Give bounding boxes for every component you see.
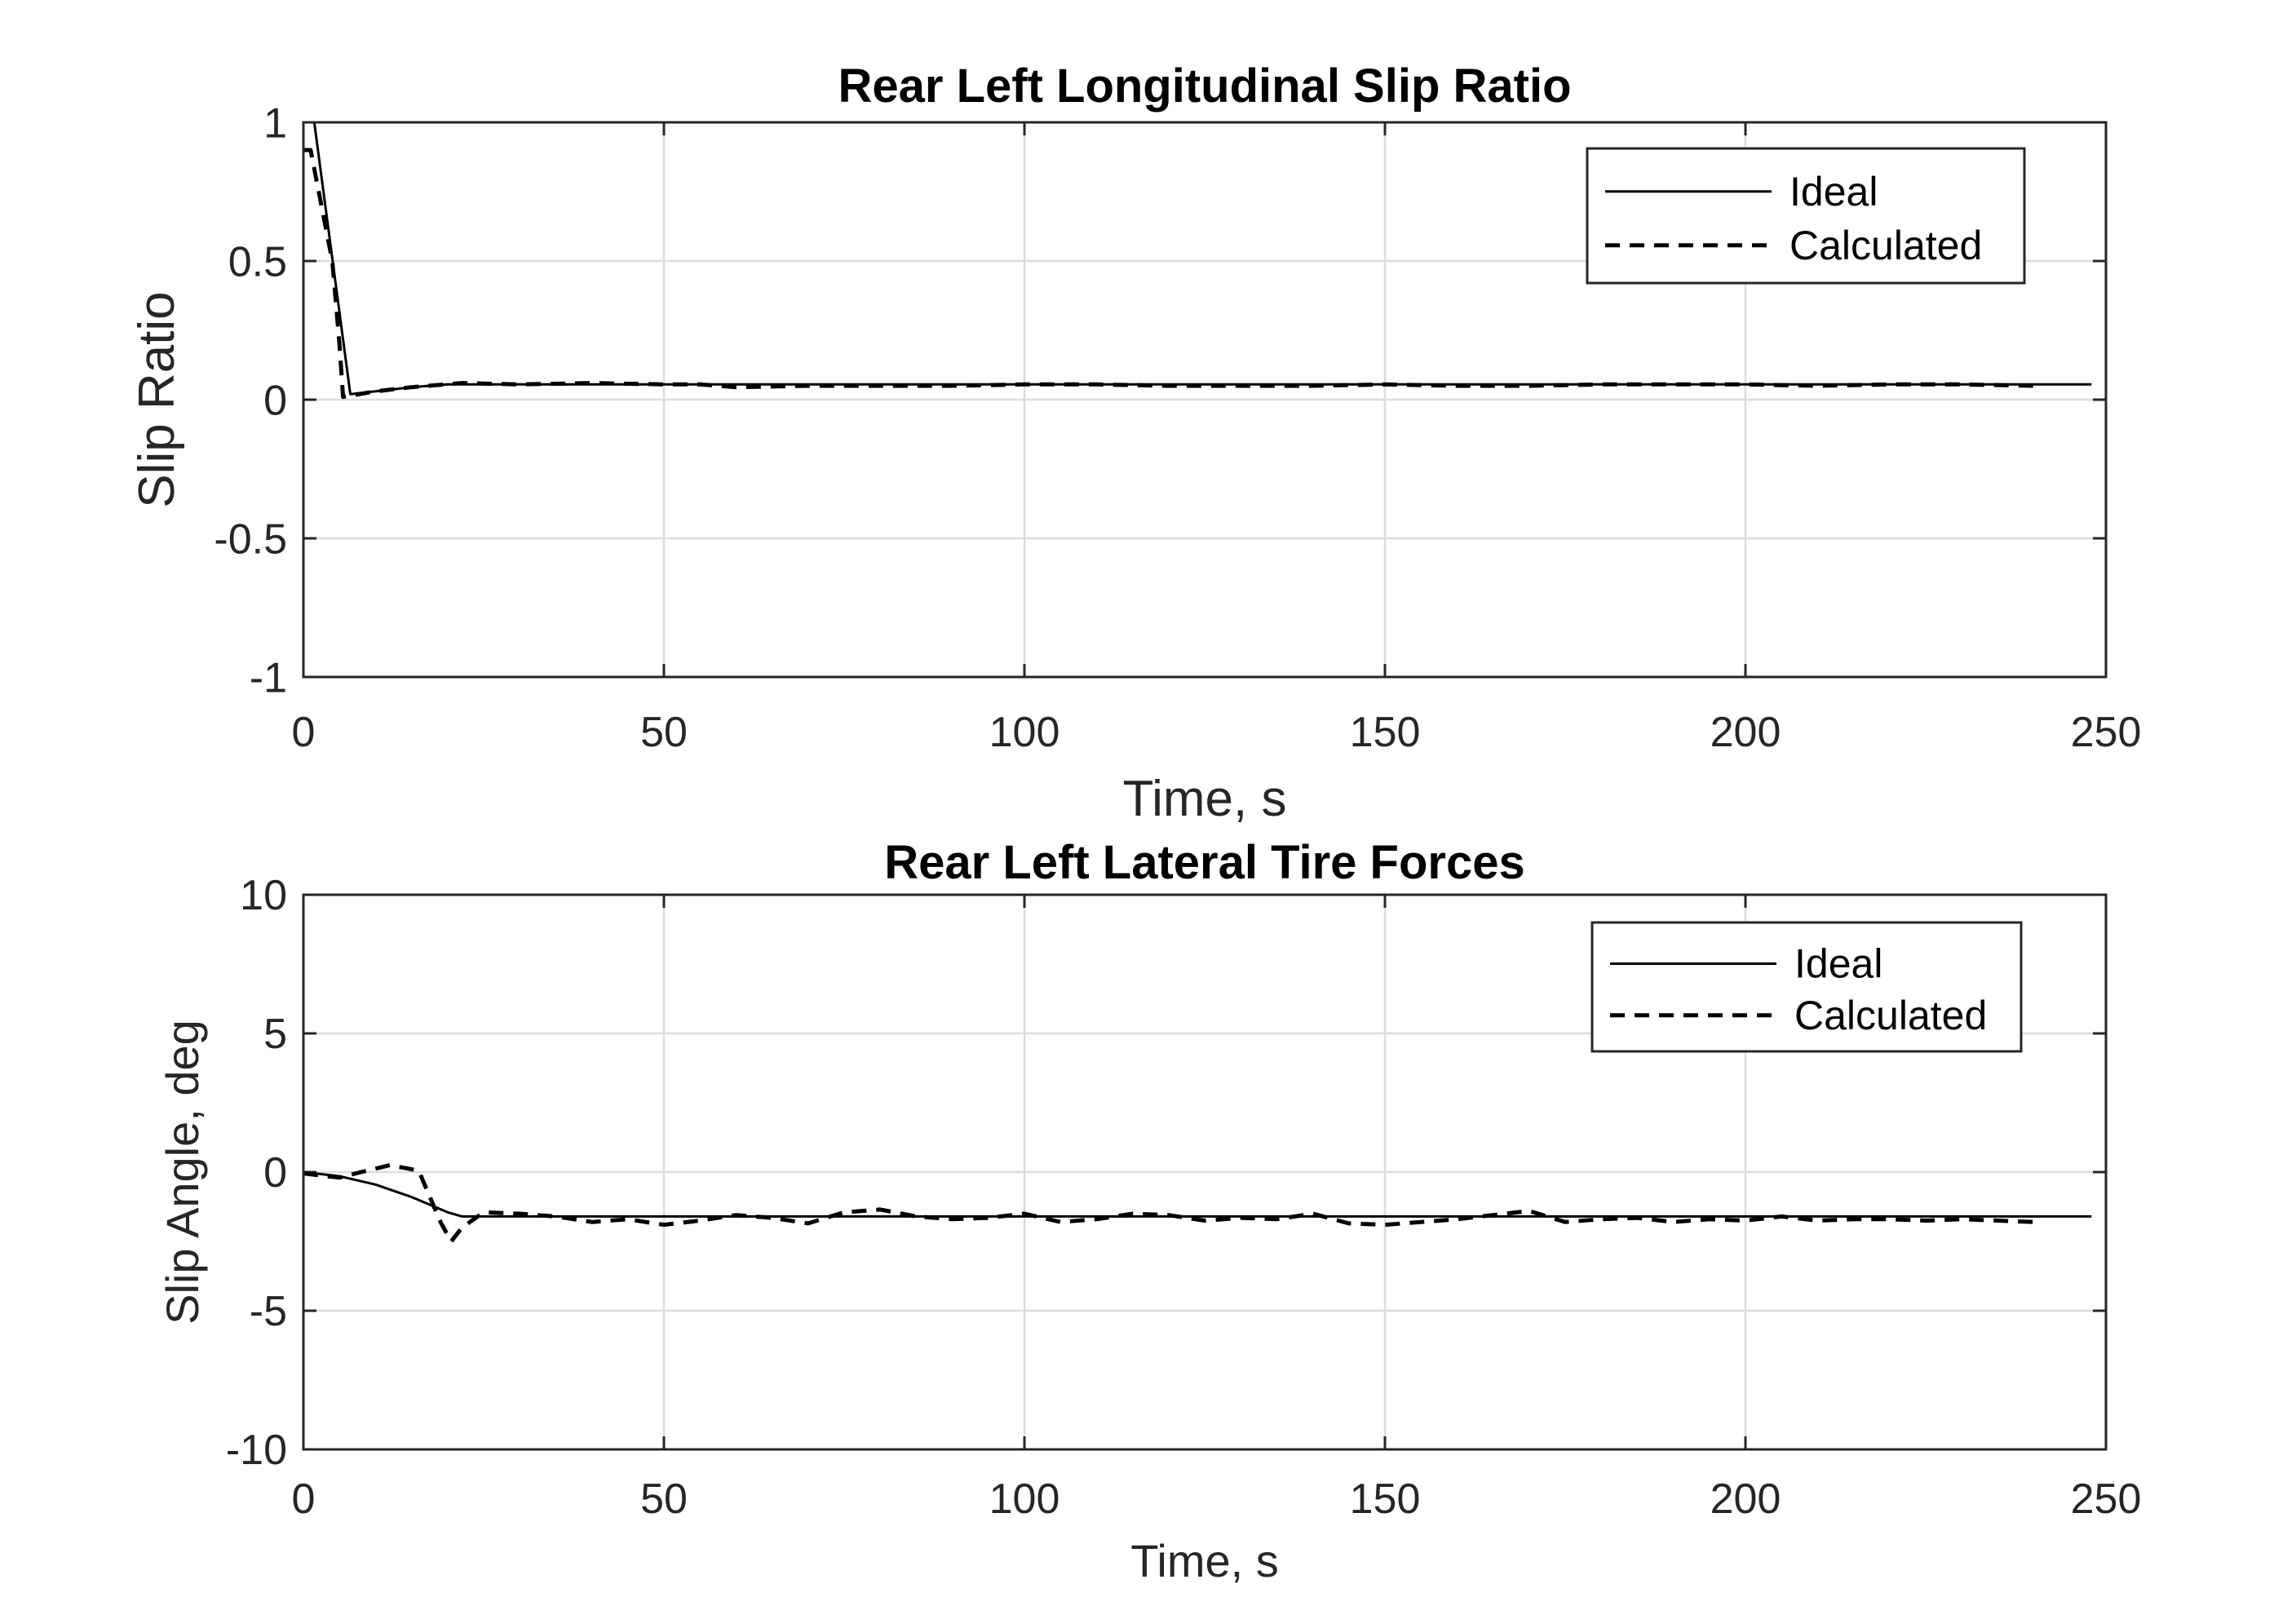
x-tick-label: 100 [989, 1475, 1060, 1523]
x-tick-label: 0 [292, 709, 316, 756]
series-lines [303, 1163, 2092, 1244]
legend-label-ideal: Ideal [1789, 169, 1878, 215]
y-tick-label: 0 [263, 378, 287, 425]
legend-label-calculated: Calculated [1789, 223, 1982, 268]
legend-label-calculated: Calculated [1794, 993, 1987, 1038]
y-tick-label: 5 [263, 1011, 287, 1058]
y-tick-label: 1 [263, 100, 287, 148]
chart-title: Rear Left Lateral Tire Forces [884, 836, 1524, 889]
grid [303, 122, 2106, 677]
x-tick-label: 0 [292, 1475, 316, 1523]
legend: Ideal Calculated [1586, 147, 2026, 285]
x-axis-label: Time, s [1123, 771, 1287, 827]
y-tick-label: -5 [250, 1288, 287, 1335]
x-tick-label: 50 [640, 1475, 688, 1523]
y-tick-label: -10 [226, 1427, 287, 1474]
chart-title: Rear Left Longitudinal Slip Ratio [838, 60, 1572, 113]
axes-box [302, 893, 2108, 1451]
x-tick-label: 200 [1710, 1475, 1781, 1523]
y-tick-label: -0.5 [214, 516, 287, 564]
x-axis-label: Time, s [1130, 1535, 1278, 1586]
y-axis-label: Slip Ratio [129, 291, 185, 507]
series-line-calculated [303, 148, 2034, 400]
x-tick-label: 50 [640, 709, 688, 756]
y-tick-label: 10 [240, 872, 287, 919]
subplot-slip-ratio: 0 50 100 150 200 250 -1 -0.5 0 0.5 1 Rear Left Lon… [129, 60, 2141, 827]
legend: Ideal Calculated [1590, 921, 2023, 1053]
x-tick-label: 100 [989, 709, 1060, 756]
x-tick-label: 250 [2071, 709, 2142, 756]
axes-box [302, 121, 2108, 679]
series-line-ideal [303, 1170, 2092, 1218]
y-axis-label: Slip Angle, deg [157, 1020, 208, 1325]
legend-box [1590, 921, 2023, 1053]
subplot-slip-angle: 0 50 100 150 200 250 -10 -5 0 5 10 Rear Left Later… [157, 836, 2141, 1586]
ticks: 0 50 100 150 200 250 -10 -5 0 5 10 [226, 872, 2142, 1523]
series-lines [303, 121, 2092, 400]
x-tick-label: 150 [1350, 709, 1421, 756]
y-tick-label: 0 [263, 1149, 287, 1197]
legend-label-ideal: Ideal [1794, 941, 1882, 987]
series-line-calculated [303, 1163, 2034, 1244]
y-tick-label: -1 [250, 655, 287, 702]
y-tick-label: 0.5 [228, 239, 287, 286]
ticks: 0 50 100 150 200 250 -1 -0.5 0 0.5 1 [214, 100, 2141, 756]
x-tick-label: 250 [2071, 1475, 2142, 1523]
legend-box [1586, 147, 2026, 285]
grid [303, 895, 2106, 1449]
x-tick-label: 150 [1350, 1475, 1421, 1523]
x-tick-label: 200 [1710, 709, 1781, 756]
